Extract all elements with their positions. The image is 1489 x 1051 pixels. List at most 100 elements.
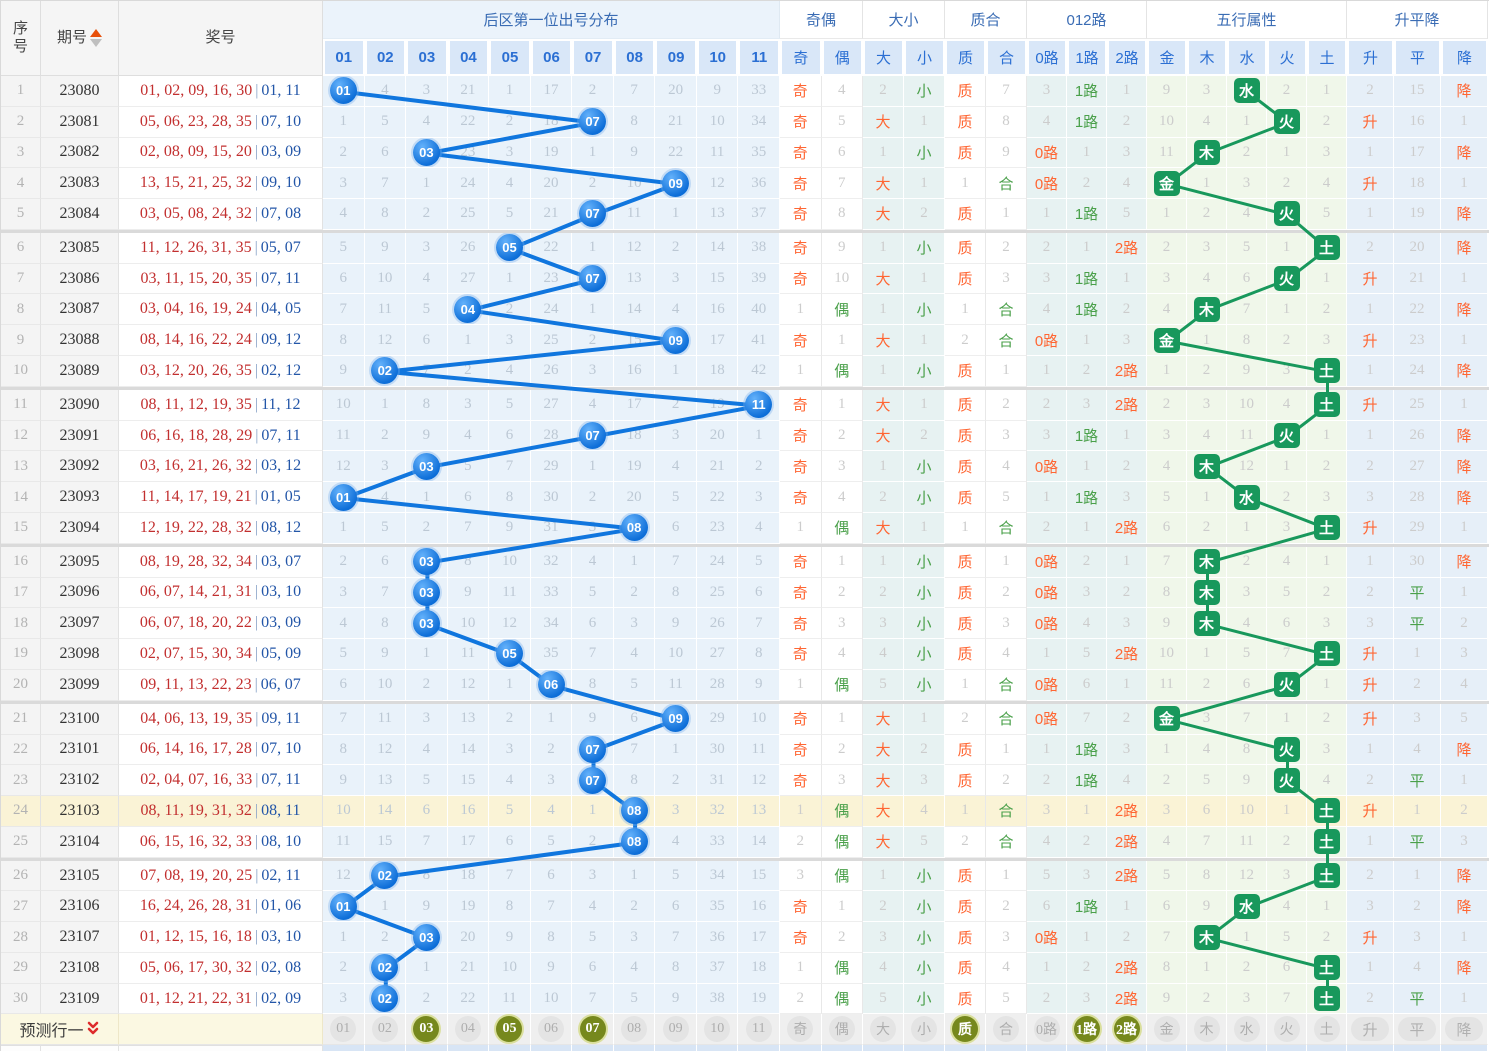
dist-cell: 9 — [364, 639, 407, 670]
route1-cell: 3 — [1067, 983, 1108, 1015]
composite-cell: 3 — [986, 608, 1028, 640]
dist-cell: 02 — [364, 355, 407, 387]
winning-numbers: 03, 11, 15, 20, 35 | 07, 11 — [119, 263, 323, 295]
prediction-ball-木[interactable]: 木 — [1193, 1016, 1220, 1043]
prediction-ball-07[interactable]: 07 — [579, 1016, 606, 1043]
prediction-ball-11[interactable]: 11 — [745, 1016, 772, 1043]
prediction-pill-平[interactable]: 平 — [1398, 1017, 1437, 1042]
dist-cell: 6 — [406, 796, 448, 827]
dist-col-header: 07 — [572, 39, 614, 76]
fall-cell: 3 — [1441, 826, 1489, 858]
dist-cell: 6 — [323, 263, 365, 295]
dist-cell: 10 — [613, 168, 656, 199]
prime-cell: 质 — [945, 546, 987, 578]
element-badge: 木 — [1193, 924, 1220, 950]
even-cell: 9 — [821, 232, 864, 264]
sort-desc-icon[interactable] — [90, 39, 102, 47]
flat-cell: 24 — [1394, 355, 1442, 387]
prediction-cell: 升 — [1347, 1014, 1395, 1045]
prediction-ball-偶[interactable]: 偶 — [828, 1016, 855, 1043]
back-zone-numbers: 09, 11 — [261, 709, 301, 727]
dist-cell: 14 — [738, 826, 781, 858]
route1-cell: 3 — [1067, 577, 1108, 609]
prediction-ball-大[interactable]: 大 — [870, 1016, 897, 1043]
sort-control[interactable] — [90, 29, 102, 47]
expand-prediction-icon[interactable] — [86, 1021, 100, 1037]
prediction-ball-01[interactable]: 01 — [330, 1016, 357, 1043]
odd-cell: 奇 — [780, 639, 822, 670]
prediction-pill-升[interactable]: 升 — [1351, 1017, 1390, 1042]
element-badge: 土 — [1313, 986, 1340, 1012]
element-cell: 2 — [1227, 137, 1268, 169]
dist-cell: 9 — [323, 765, 365, 796]
route1-cell: 2 — [1067, 546, 1108, 578]
flat-cell: 26 — [1394, 420, 1442, 452]
prediction-ball-土[interactable]: 土 — [1313, 1016, 1340, 1043]
prediction-ball-02[interactable]: 02 — [371, 1016, 398, 1043]
row-seq: 29 — [1, 952, 41, 984]
even-cell: 5 — [821, 106, 864, 138]
dist-col-header: 11 — [738, 39, 781, 76]
next-row-cell-partial — [489, 1044, 531, 1051]
route2-cell: 2 — [1107, 294, 1148, 326]
back-zone-numbers: 02, 12 — [261, 361, 302, 379]
dist-cell: 1 — [613, 860, 656, 892]
element-badge: 火 — [1273, 266, 1300, 292]
prediction-ball-2路[interactable]: 2路 — [1113, 1016, 1140, 1043]
back-zone-numbers: 07, 11 — [261, 269, 301, 287]
element-cell: 8 — [1187, 860, 1228, 892]
prime-cell: 质 — [945, 106, 987, 138]
zone-separator: | — [255, 709, 259, 727]
prime-cell: 质 — [945, 355, 987, 387]
prediction-ball-09[interactable]: 09 — [662, 1016, 689, 1043]
prediction-ball-小[interactable]: 小 — [911, 1016, 938, 1043]
header-seq: 序号 — [1, 1, 41, 76]
dist-cell: 6 — [572, 608, 614, 640]
next-row-cell-partial — [945, 1044, 987, 1051]
prediction-ball-10[interactable]: 10 — [704, 1016, 731, 1043]
next-row-cell-partial — [1027, 1044, 1068, 1051]
hit-ball: 07 — [579, 108, 607, 136]
element-badge: 土 — [1313, 798, 1340, 824]
element-cell: 水 — [1227, 76, 1268, 107]
fall-cell: 降 — [1441, 952, 1489, 984]
dist-cell: 3 — [323, 168, 365, 199]
flat-cell: 3 — [1394, 703, 1442, 735]
table-row: 11 23090 08, 11, 12, 19, 35 | 11, 12 10 1 8 3 5 27… — [1, 389, 1489, 421]
even-cell: 偶 — [821, 355, 864, 387]
prediction-ball-06[interactable]: 06 — [538, 1016, 564, 1043]
next-row-cell-partial — [364, 1044, 407, 1051]
sort-asc-icon[interactable] — [90, 29, 102, 37]
prediction-ball-1路[interactable]: 1路 — [1073, 1016, 1100, 1043]
front-zone-numbers: 11, 12, 26, 31, 35 — [140, 238, 252, 256]
dist-cell: 2 — [447, 355, 490, 387]
dist-cell: 25 — [696, 577, 739, 609]
dist-cell: 5 — [572, 577, 614, 609]
element-badge: 火 — [1273, 736, 1300, 762]
prediction-ball-火[interactable]: 火 — [1273, 1016, 1300, 1043]
fall-cell: 降 — [1441, 232, 1489, 264]
prediction-ball-金[interactable]: 金 — [1153, 1016, 1180, 1043]
prediction-pill-降[interactable]: 降 — [1445, 1017, 1484, 1042]
flat-cell: 4 — [1394, 952, 1442, 984]
prediction-ball-04[interactable]: 04 — [454, 1016, 481, 1043]
prediction-ball-质[interactable]: 质 — [952, 1016, 979, 1043]
prediction-ball-08[interactable]: 08 — [621, 1016, 648, 1043]
dist-cell: 22 — [447, 983, 490, 1015]
winning-numbers: 08, 19, 28, 32, 34 | 03, 07 — [119, 546, 323, 578]
table-row: 2 23081 05, 06, 23, 28, 35 | 07, 10 1 5 4 22 2 18 0… — [1, 106, 1489, 138]
prediction-ball-03[interactable]: 03 — [413, 1016, 440, 1043]
prediction-ball-奇[interactable]: 奇 — [787, 1016, 814, 1043]
next-row-cell-partial — [613, 1044, 656, 1051]
prediction-ball-05[interactable]: 05 — [496, 1016, 523, 1043]
zone-separator: | — [254, 518, 259, 536]
prediction-ball-0路[interactable]: 0路 — [1033, 1016, 1060, 1043]
dist-cell: 17 — [738, 922, 781, 953]
dist-cell: 9 — [696, 76, 739, 107]
row-seq: 21 — [1, 703, 41, 735]
prediction-ball-水[interactable]: 水 — [1233, 1016, 1260, 1043]
fall-cell: 降 — [1441, 546, 1489, 578]
prediction-row-label[interactable]: 预测行一 — [1, 1014, 119, 1045]
prediction-ball-合[interactable]: 合 — [993, 1016, 1020, 1043]
next-row-cell-partial — [696, 1044, 739, 1051]
